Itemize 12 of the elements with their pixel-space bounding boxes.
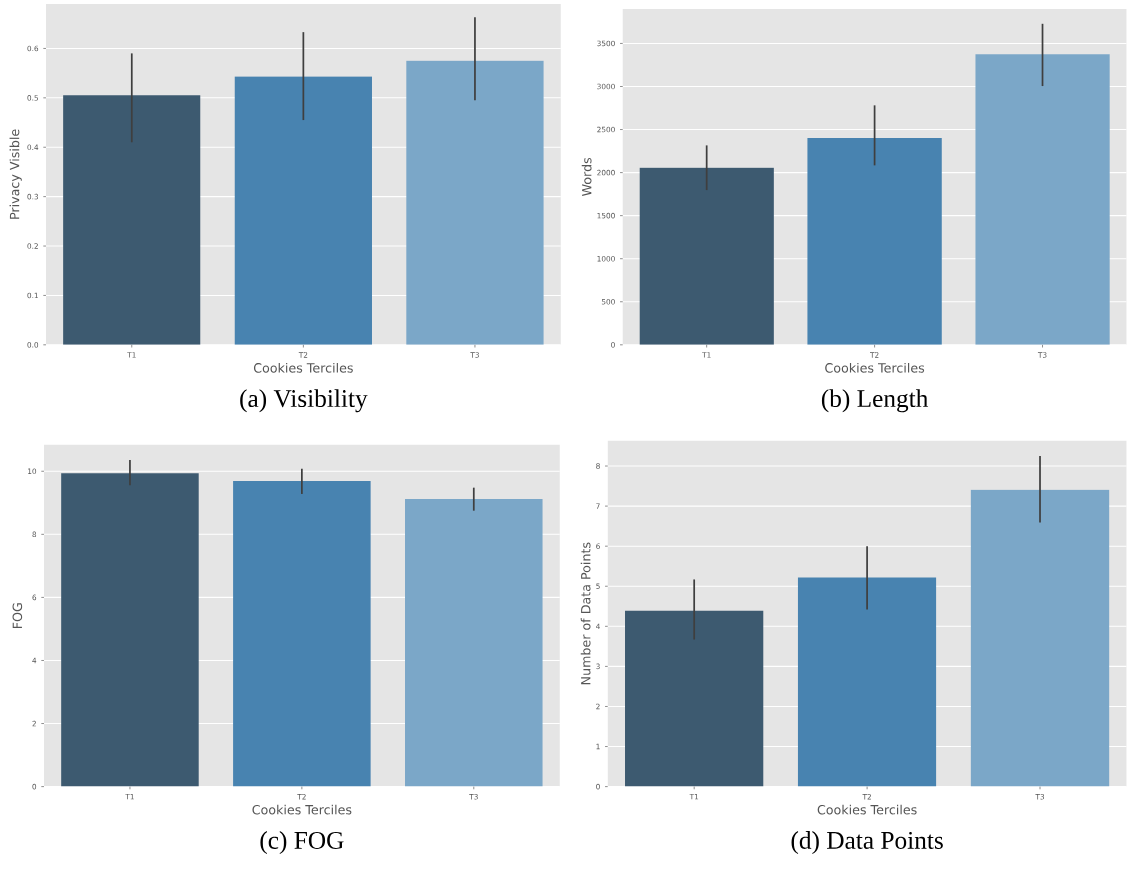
y-axis-title: Words [581, 158, 592, 197]
text: (d) Data Points [791, 831, 943, 855]
x-axis-title: Cookies Terciles [252, 804, 352, 815]
y-axis-title: Privacy Visible [9, 129, 22, 219]
x-axis-title: Cookies Terciles [253, 363, 353, 373]
y-axis-title: Number of Data Points [580, 542, 591, 685]
x-axis-title: Cookies Terciles [817, 804, 917, 815]
x-axis-title: Cookies Terciles [825, 363, 925, 373]
text: (c) FOG [260, 831, 344, 855]
text: (b) Length [821, 389, 929, 413]
text: (a) Visibility [240, 389, 368, 413]
y-axis-title: FOG [12, 603, 23, 629]
